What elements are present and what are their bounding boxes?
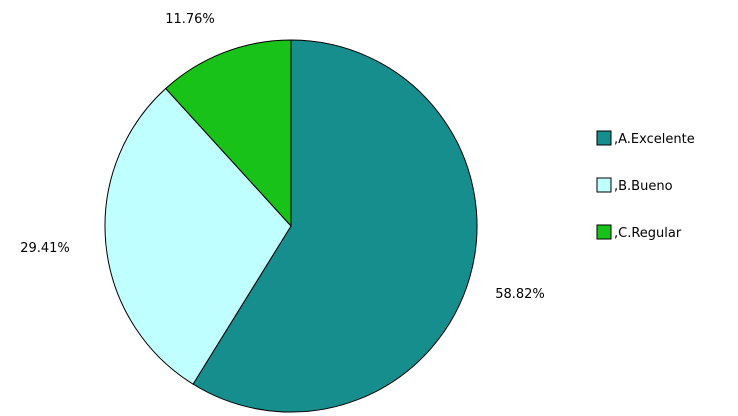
legend-swatch-1: [596, 130, 612, 146]
legend-label-2: ,B.Bueno: [614, 179, 673, 194]
pie-percentage-labels: 58.82% 29.41% 11.76%: [20, 12, 545, 302]
pie-slices: [104, 39, 478, 413]
pie-slice-1: [192, 39, 478, 413]
legend: ,A.Excelente ,B.Bueno ,C.Regular: [596, 130, 695, 241]
legend-label-1: ,A.Excelente: [614, 132, 695, 147]
slice-percentage-label-3: 11.76%: [165, 12, 215, 27]
legend-label-3: ,C.Regular: [614, 226, 682, 241]
slice-percentage-label-2: 29.41%: [20, 241, 70, 256]
legend-swatch-3: [596, 224, 612, 240]
legend-swatch-2: [596, 177, 612, 193]
pie-slice-2: [104, 87, 292, 385]
pie-slice-3: [165, 39, 292, 228]
slice-percentage-label-1: 58.82%: [495, 287, 545, 302]
